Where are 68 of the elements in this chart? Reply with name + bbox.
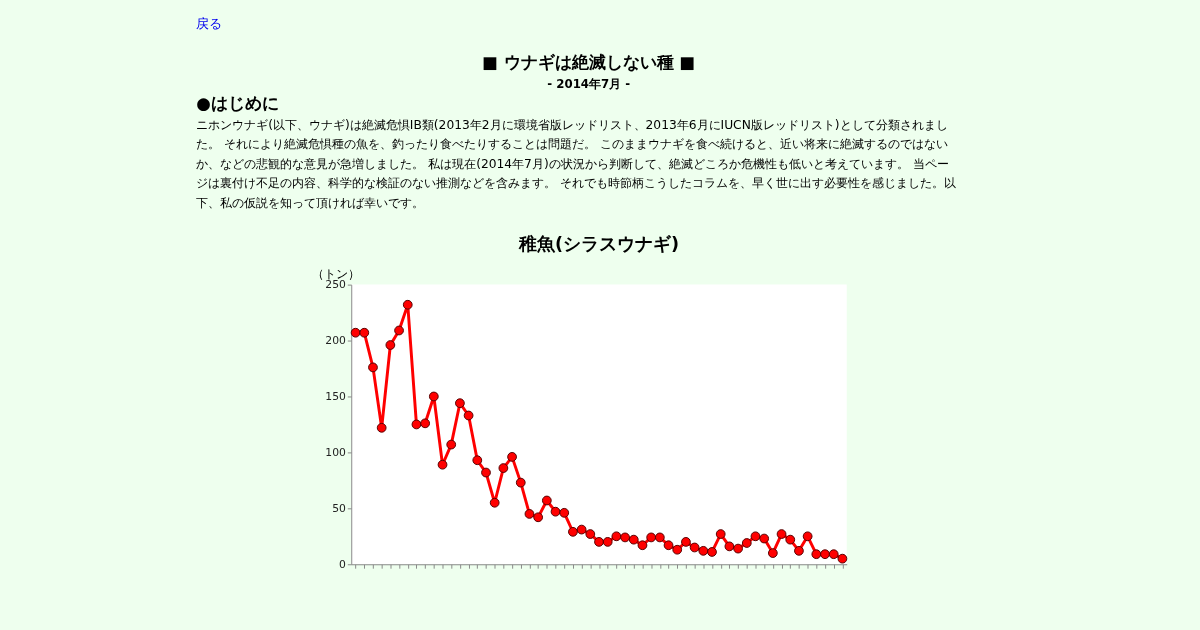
chart-title: 稚魚(シラスウナギ) [517, 234, 680, 255]
text: - 2014年7月 - [547, 77, 631, 92]
y-tick-label: 0 [338, 557, 346, 571]
point [428, 391, 439, 402]
point [672, 544, 683, 555]
point [368, 362, 378, 373]
point [785, 534, 796, 545]
text: ニホンウナギ(以下、ウナギ)は絶滅危惧ⅠB類(2013年2月に環境省版レッドリスト、2013年6月にIUCN版レッドリスト)として分類されました。 それにより絶滅危惧種の魚を、釣ったり食べたりすることは問題だ。 このままウナギを食べ続けると、近い将来に絶滅するのではないか、などの悲観的な意見が急増しました。 私は現在(2014年7月)の状況から判断して、絶滅どころか危機性も低いと考えています。 当ページは裏付け不足の内容、科学的な検証のない推測などを含みます。 それでも時節柄こうしたコラムを、早く世に出す必要性を感じました。以下、私の仮説を知って頂ければ幸いです。 [196, 117, 957, 211]
point [715, 529, 726, 539]
point [602, 537, 613, 547]
point [515, 477, 526, 488]
point [524, 509, 535, 519]
point [489, 497, 500, 508]
point [828, 549, 839, 560]
point [611, 531, 622, 542]
point [559, 507, 570, 518]
y-tick-label: 200 [325, 333, 346, 347]
point [811, 549, 822, 560]
point [472, 455, 483, 466]
point [733, 543, 743, 554]
point [767, 548, 778, 558]
point [550, 506, 561, 517]
point [750, 531, 761, 542]
point [594, 537, 604, 547]
point [759, 533, 770, 544]
point [585, 529, 596, 539]
point [385, 340, 396, 350]
point [776, 529, 787, 539]
point [646, 532, 657, 543]
point [820, 549, 830, 560]
point [654, 532, 665, 543]
point [837, 553, 848, 564]
y-tick-label: 50 [332, 501, 346, 515]
point [455, 398, 465, 409]
point [568, 526, 578, 537]
point [446, 439, 457, 450]
y-tick-label: 100 [325, 445, 346, 459]
point [741, 538, 752, 548]
point [724, 541, 735, 552]
point [463, 410, 474, 421]
point [350, 327, 361, 338]
y-tick-label: 150 [325, 389, 346, 403]
point [681, 537, 691, 547]
point [359, 327, 370, 338]
point [794, 545, 804, 556]
point [707, 547, 717, 557]
point [802, 531, 813, 542]
point [481, 467, 491, 478]
point [663, 540, 674, 551]
point [541, 495, 552, 506]
point [420, 418, 431, 429]
point [533, 512, 544, 523]
point [411, 419, 422, 430]
text: 戻る [196, 15, 223, 31]
point [689, 542, 700, 553]
point [576, 524, 587, 535]
point [402, 299, 413, 310]
point [437, 459, 448, 470]
point [376, 422, 387, 433]
point [507, 452, 517, 462]
point [394, 325, 404, 336]
text: ■ ウナギは絶滅しない種 ■ [482, 52, 696, 72]
point [620, 532, 630, 543]
point [698, 545, 709, 556]
point [628, 534, 639, 545]
point [637, 540, 648, 551]
text: ●はじめに [196, 93, 279, 113]
point [498, 463, 509, 473]
